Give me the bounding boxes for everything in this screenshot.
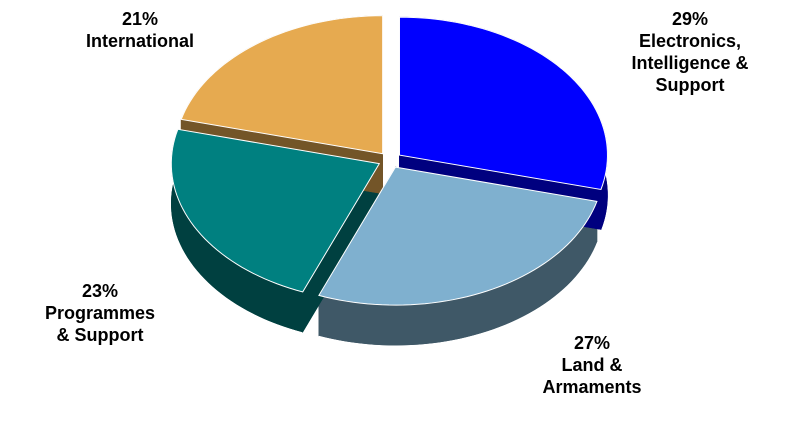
slice-label: 27% Land & Armaments (533, 332, 651, 398)
slice-label: 21% International (75, 8, 205, 52)
category-label: Electronics, Intelligence & Support (631, 31, 749, 95)
value-label: 21% (121, 9, 159, 29)
category-label: International (85, 31, 194, 51)
slice-tops (170, 15, 608, 306)
pie-slice (318, 166, 598, 306)
slice-label: 29% Electronics, Intelligence & Support (631, 8, 749, 96)
slice-label: 23% Programmes & Support (36, 280, 164, 346)
pie-slice (398, 16, 608, 191)
value-label: 23% (81, 281, 119, 301)
pie-slice (180, 15, 384, 155)
value-label: 29% (671, 9, 709, 29)
pie-slice (170, 128, 381, 293)
category-label: Programmes & Support (44, 303, 156, 345)
value-label: 27% (573, 333, 611, 353)
category-label: Land & Armaments (542, 355, 642, 397)
